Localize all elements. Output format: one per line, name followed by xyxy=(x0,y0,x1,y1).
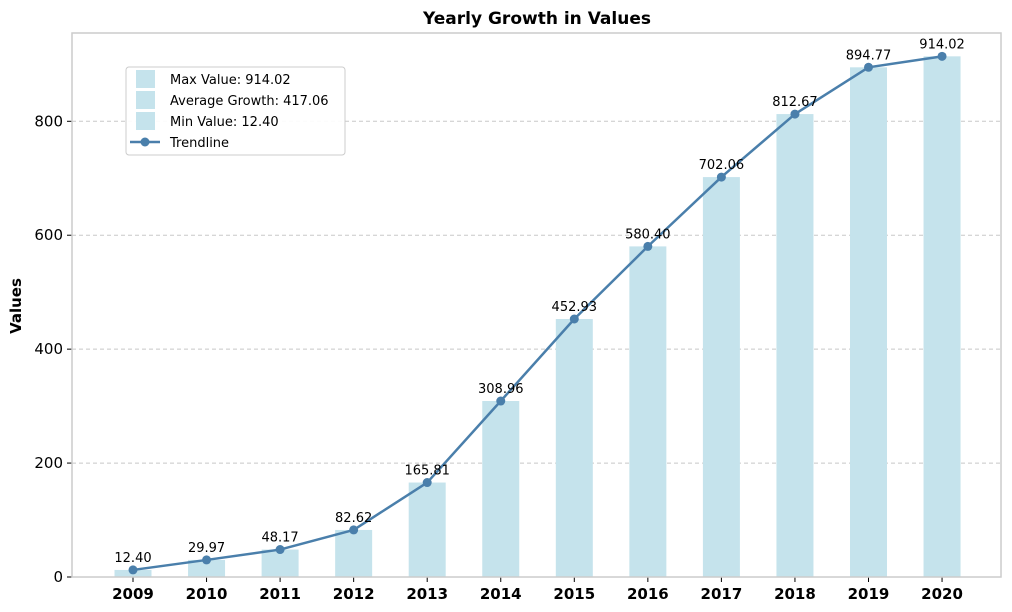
data-label: 812.67 xyxy=(772,95,818,110)
legend-label: Average Growth: 417.06 xyxy=(170,94,329,109)
x-tick-label: 2017 xyxy=(701,585,743,603)
trendline-point xyxy=(202,555,212,565)
y-tick-label: 600 xyxy=(34,226,63,244)
legend-box xyxy=(125,66,346,156)
bar xyxy=(188,559,226,577)
data-label: 29.97 xyxy=(188,541,225,556)
data-label: 48.17 xyxy=(261,531,298,546)
bar xyxy=(629,246,667,577)
trendline-point xyxy=(569,314,579,324)
x-tick-label: 2012 xyxy=(333,585,375,603)
legend-swatch xyxy=(136,91,155,109)
trendline-point xyxy=(937,51,947,61)
bar xyxy=(408,482,446,577)
y-axis-label: Values xyxy=(7,278,25,334)
bar xyxy=(261,549,299,577)
bar xyxy=(335,529,373,577)
x-tick-label: 2013 xyxy=(406,585,448,603)
bar xyxy=(776,114,814,578)
x-tick-label: 2018 xyxy=(774,585,816,603)
y-tick-label: 400 xyxy=(34,340,63,358)
y-tick-label: 800 xyxy=(34,112,63,130)
data-label: 894.77 xyxy=(846,48,892,63)
y-tick-label: 0 xyxy=(53,568,63,586)
trendline-point xyxy=(422,478,432,488)
legend: Max Value: 914.02 Average Growth: 417.06 M… xyxy=(125,66,346,156)
bar xyxy=(702,177,740,577)
x-tick-label: 2015 xyxy=(553,585,595,603)
chart-title: Yearly Growth in Values xyxy=(422,9,651,29)
legend-swatch xyxy=(136,112,155,130)
data-label: 82.62 xyxy=(335,511,372,526)
axes: 0 200 400 600 800 2009 2010 2011 2012 2013 2014 201… xyxy=(34,32,1002,603)
bar xyxy=(850,67,887,578)
bar xyxy=(555,318,593,577)
legend-marker xyxy=(140,137,150,147)
trendline-point xyxy=(716,172,726,182)
x-tick-label: 2014 xyxy=(480,585,522,603)
plot-frame xyxy=(71,32,1002,578)
data-label: 580.40 xyxy=(625,227,671,242)
bar xyxy=(482,401,520,577)
x-tick-label: 2010 xyxy=(186,585,228,603)
trendline-point xyxy=(864,62,873,72)
trendline-point xyxy=(128,565,138,575)
data-label: 165.81 xyxy=(404,464,450,479)
legend-swatch xyxy=(136,70,155,88)
trendline-point xyxy=(790,109,800,119)
trendline xyxy=(128,51,947,575)
legend-label: Min Value: 12.40 xyxy=(170,115,279,130)
data-label: 12.40 xyxy=(114,551,151,566)
trendline-point xyxy=(643,241,653,251)
trendline-path xyxy=(132,55,943,572)
x-tick-label: 2020 xyxy=(921,585,963,603)
bar xyxy=(923,56,961,578)
bars xyxy=(114,56,961,578)
x-tick-label: 2019 xyxy=(848,585,890,603)
x-tick-label: 2011 xyxy=(259,585,301,603)
data-labels: 12.40 29.97 48.17 82.62 165.81 308.96 452.93 58… xyxy=(114,37,964,566)
legend-label: Max Value: 914.02 xyxy=(170,73,291,88)
x-tick-label: 2009 xyxy=(112,585,154,603)
data-label: 914.02 xyxy=(919,37,965,52)
trendline-point xyxy=(275,545,285,555)
y-tick-label: 200 xyxy=(34,454,63,472)
data-label: 702.06 xyxy=(699,158,745,173)
x-tick-label: 2016 xyxy=(627,585,669,603)
data-label: 452.93 xyxy=(552,300,598,315)
legend-label: Trendline xyxy=(169,136,229,151)
trendline-point xyxy=(349,525,359,535)
data-label: 308.96 xyxy=(478,382,524,397)
trendline-point xyxy=(496,396,506,406)
